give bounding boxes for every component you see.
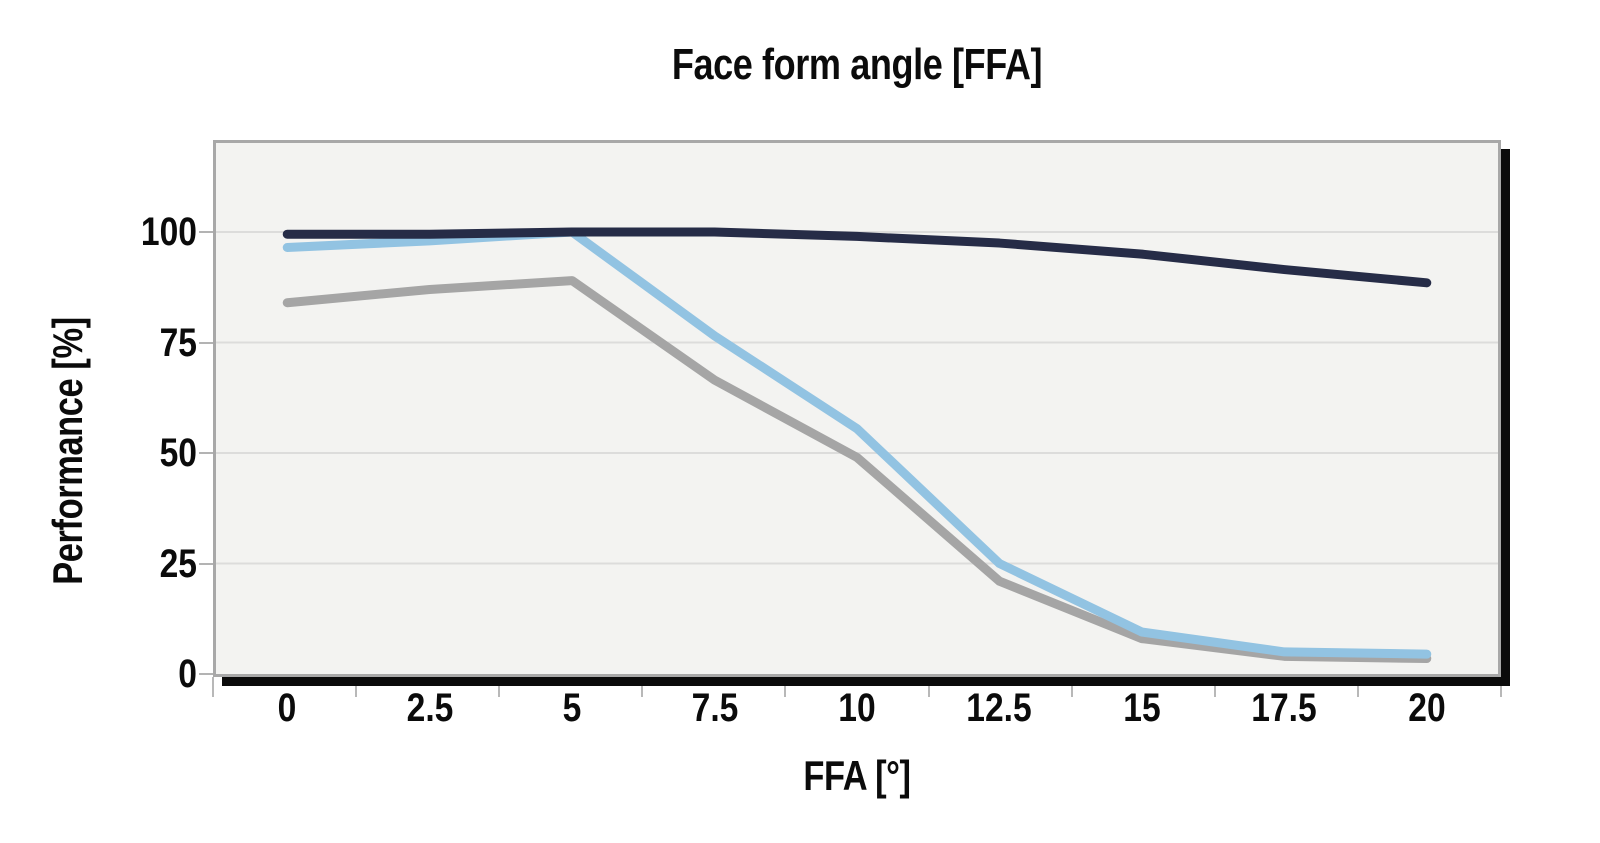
y-tick-label-50: 50 xyxy=(159,431,197,475)
x-tick-mark-6 xyxy=(1070,677,1073,697)
chart-canvas xyxy=(216,227,1498,664)
chart-title: Face form angle [FFA] xyxy=(671,40,1043,89)
y-tick-label-25: 25 xyxy=(159,541,197,586)
x-tick-mark-5 xyxy=(927,677,930,697)
x-tick-mark-2 xyxy=(498,677,501,697)
x-tick-label-15: 15 xyxy=(1123,686,1161,730)
plot-area xyxy=(213,140,1501,677)
gray-line xyxy=(282,276,1432,664)
x-tick-mark-7 xyxy=(1213,677,1216,697)
x-tick-label-10: 10 xyxy=(838,686,876,730)
y-tick-label-75: 75 xyxy=(159,320,197,365)
x-tick-label-2.5: 2.5 xyxy=(406,686,454,730)
y-tick-label-100: 100 xyxy=(140,210,197,254)
x-tick-label-5: 5 xyxy=(562,686,582,730)
y-tick-mark-25 xyxy=(199,562,213,565)
x-tick-label-12.5: 12.5 xyxy=(966,686,1033,730)
x-tick-mark-0 xyxy=(212,677,214,697)
x-tick-label-0: 0 xyxy=(277,686,297,730)
x-axis-label: FFA [°] xyxy=(803,752,911,799)
x-tick-label-7.5: 7.5 xyxy=(691,686,738,730)
x-tick-label-20: 20 xyxy=(1408,686,1446,730)
dark-navy-line xyxy=(282,227,1432,288)
light-blue-line xyxy=(282,227,1432,659)
x-tick-mark-4 xyxy=(784,677,787,697)
x-tick-label-17.5: 17.5 xyxy=(1251,686,1318,730)
x-tick-mark-8 xyxy=(1356,677,1359,697)
y-tick-mark-75 xyxy=(199,341,213,344)
x-tick-mark-3 xyxy=(641,677,644,697)
x-tick-mark-9 xyxy=(1500,677,1502,697)
y-tick-mark-100 xyxy=(199,231,213,233)
x-tick-mark-1 xyxy=(355,677,358,697)
y-tick-mark-50 xyxy=(199,452,213,454)
y-tick-mark-0 xyxy=(199,673,213,675)
y-tick-label-0: 0 xyxy=(178,652,197,696)
